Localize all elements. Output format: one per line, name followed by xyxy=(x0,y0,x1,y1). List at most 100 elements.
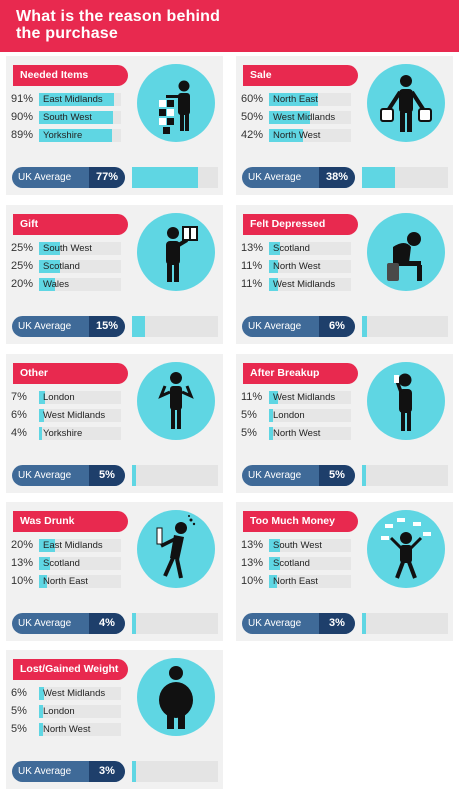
region-bar-fill xyxy=(269,575,278,588)
region-percent: 20% xyxy=(11,539,34,551)
region-bar-track xyxy=(39,391,121,404)
region-bar-fill xyxy=(39,111,113,124)
region-percent: 10% xyxy=(11,575,34,587)
reason-panel: Felt Depressed 13% Scotland 11% North West 11… xyxy=(236,205,453,344)
uk-average-pill: UK Average 3% xyxy=(12,761,125,782)
uk-average-bar-fill xyxy=(362,316,368,337)
uk-average-pill: UK Average 5% xyxy=(12,465,125,486)
category-label: Sale xyxy=(243,65,358,86)
region-row: 7% London xyxy=(11,390,126,405)
region-bar-track xyxy=(39,687,121,700)
region-bar-fill xyxy=(269,129,304,142)
uk-average-bar-fill xyxy=(132,761,136,782)
region-percent: 50% xyxy=(241,111,264,123)
region-name: North West xyxy=(273,130,321,141)
region-bar-track xyxy=(39,723,121,736)
region-name: London xyxy=(273,410,305,421)
region-bar-fill xyxy=(269,557,280,570)
region-name: West Midlands xyxy=(273,279,336,290)
category-label: Felt Depressed xyxy=(243,214,358,235)
uk-average-bar-track xyxy=(362,465,448,486)
region-bar-track xyxy=(269,427,351,440)
title-line-2: the purchase xyxy=(16,25,118,42)
category-label: Needed Items xyxy=(13,65,128,86)
region-name: South West xyxy=(43,243,92,254)
region-bar-fill xyxy=(269,278,279,291)
region-bar-track xyxy=(269,575,351,588)
region-bar-fill xyxy=(269,539,280,552)
region-name: North West xyxy=(273,428,321,439)
region-bar-track xyxy=(269,409,351,422)
person-stacking-boxes-icon xyxy=(137,64,215,142)
region-percent: 25% xyxy=(11,260,34,272)
region-bar-track xyxy=(269,93,351,106)
region-percent: 6% xyxy=(11,687,27,699)
uk-average-bar-track xyxy=(132,167,218,188)
page-header: What is the reason behind the purchase xyxy=(0,0,459,52)
region-row: 5% London xyxy=(241,408,356,423)
region-percent: 20% xyxy=(11,278,34,290)
region-row: 11% West Midlands xyxy=(241,277,356,292)
region-percent: 5% xyxy=(11,705,27,717)
reason-panel: Lost/Gained Weight 6% West Midlands 5% Londo… xyxy=(6,650,223,789)
region-row: 89% Yorkshire xyxy=(11,128,126,143)
region-row: 90% South West xyxy=(11,110,126,125)
region-name: North West xyxy=(43,724,91,735)
category-label: Other xyxy=(13,363,128,384)
region-bar-fill xyxy=(39,427,43,440)
region-percent: 42% xyxy=(241,129,264,141)
region-name: East Midlands xyxy=(43,94,103,105)
region-bar-fill xyxy=(39,687,44,700)
reason-panel: Gift 25% South West 25% Scotland 20% Wales UK A… xyxy=(6,205,223,344)
uk-average-label: UK Average xyxy=(248,618,302,629)
uk-average-label: UK Average xyxy=(248,172,302,183)
region-row: 20% East Midlands xyxy=(11,538,126,553)
region-name: South West xyxy=(43,112,92,123)
region-bar-fill xyxy=(39,557,50,570)
uk-average-bar-track xyxy=(132,465,218,486)
region-row: 11% West Midlands xyxy=(241,390,356,405)
region-bar-track xyxy=(39,427,121,440)
reason-panel: After Breakup 11% West Midlands 5% London 5% N… xyxy=(236,354,453,493)
uk-average-value: 77% xyxy=(89,167,125,188)
uk-average-pill: UK Average 4% xyxy=(12,613,125,634)
region-percent: 91% xyxy=(11,93,34,105)
region-bar-fill xyxy=(39,129,112,142)
region-percent: 11% xyxy=(241,391,263,403)
uk-average-pill: UK Average 38% xyxy=(242,167,355,188)
region-name: Scotland xyxy=(273,243,310,254)
region-row: 25% South West xyxy=(11,241,126,256)
region-row: 5% North West xyxy=(11,722,126,737)
region-percent: 25% xyxy=(11,242,34,254)
region-row: 13% South West xyxy=(241,538,356,553)
region-name: Scotland xyxy=(43,261,80,272)
region-percent: 13% xyxy=(241,539,264,551)
region-bar-track xyxy=(39,111,121,124)
person-on-phone-icon xyxy=(367,362,445,440)
uk-average-bar-track xyxy=(132,316,218,337)
uk-average-value: 3% xyxy=(319,613,355,634)
region-bar-fill xyxy=(269,111,310,124)
region-bar-fill xyxy=(39,575,48,588)
region-percent: 89% xyxy=(11,129,34,141)
region-bar-fill xyxy=(39,260,60,273)
region-percent: 6% xyxy=(11,409,27,421)
uk-average-pill: UK Average 3% xyxy=(242,613,355,634)
region-bar-fill xyxy=(39,278,56,291)
region-row: 13% Scotland xyxy=(241,556,356,571)
region-bar-track xyxy=(39,260,121,273)
uk-average-pill: UK Average 15% xyxy=(12,316,125,337)
uk-average-bar-track xyxy=(362,316,448,337)
person-shrugging-icon xyxy=(137,362,215,440)
uk-average-bar-fill xyxy=(132,613,136,634)
region-bar-track xyxy=(269,539,351,552)
region-name: Scotland xyxy=(43,558,80,569)
region-bar-fill xyxy=(269,409,274,422)
region-percent: 5% xyxy=(241,427,257,439)
uk-average-label: UK Average xyxy=(18,766,72,777)
region-name: West Midlands xyxy=(273,392,336,403)
region-name: North East xyxy=(273,576,318,587)
region-bar-fill xyxy=(39,723,44,736)
reason-panel: Too Much Money 13% South West 13% Scotland 10… xyxy=(236,502,453,641)
region-bar-track xyxy=(39,93,121,106)
